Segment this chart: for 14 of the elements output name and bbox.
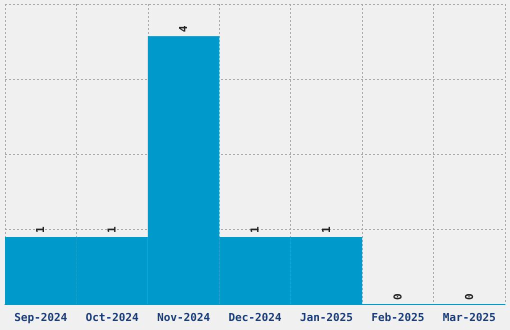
data-label: 0	[391, 293, 404, 300]
x-tick-label: Mar-2025	[442, 311, 496, 324]
x-tick-label: Dec-2024	[228, 311, 282, 324]
data-label: 1	[34, 226, 48, 234]
data-label: 1	[248, 226, 262, 234]
x-tick-label: Feb-2025	[371, 311, 424, 324]
x-tick-label: Jan-2025	[300, 311, 353, 324]
data-label: 0	[462, 293, 476, 300]
x-tick-label: Oct-2024	[86, 311, 140, 324]
data-label: 4	[177, 25, 190, 32]
x-tick-label: Nov-2024	[157, 311, 210, 324]
data-label: 1	[320, 226, 333, 234]
x-tick-label: Sep-2024	[14, 311, 68, 324]
data-label: 1	[106, 226, 119, 234]
